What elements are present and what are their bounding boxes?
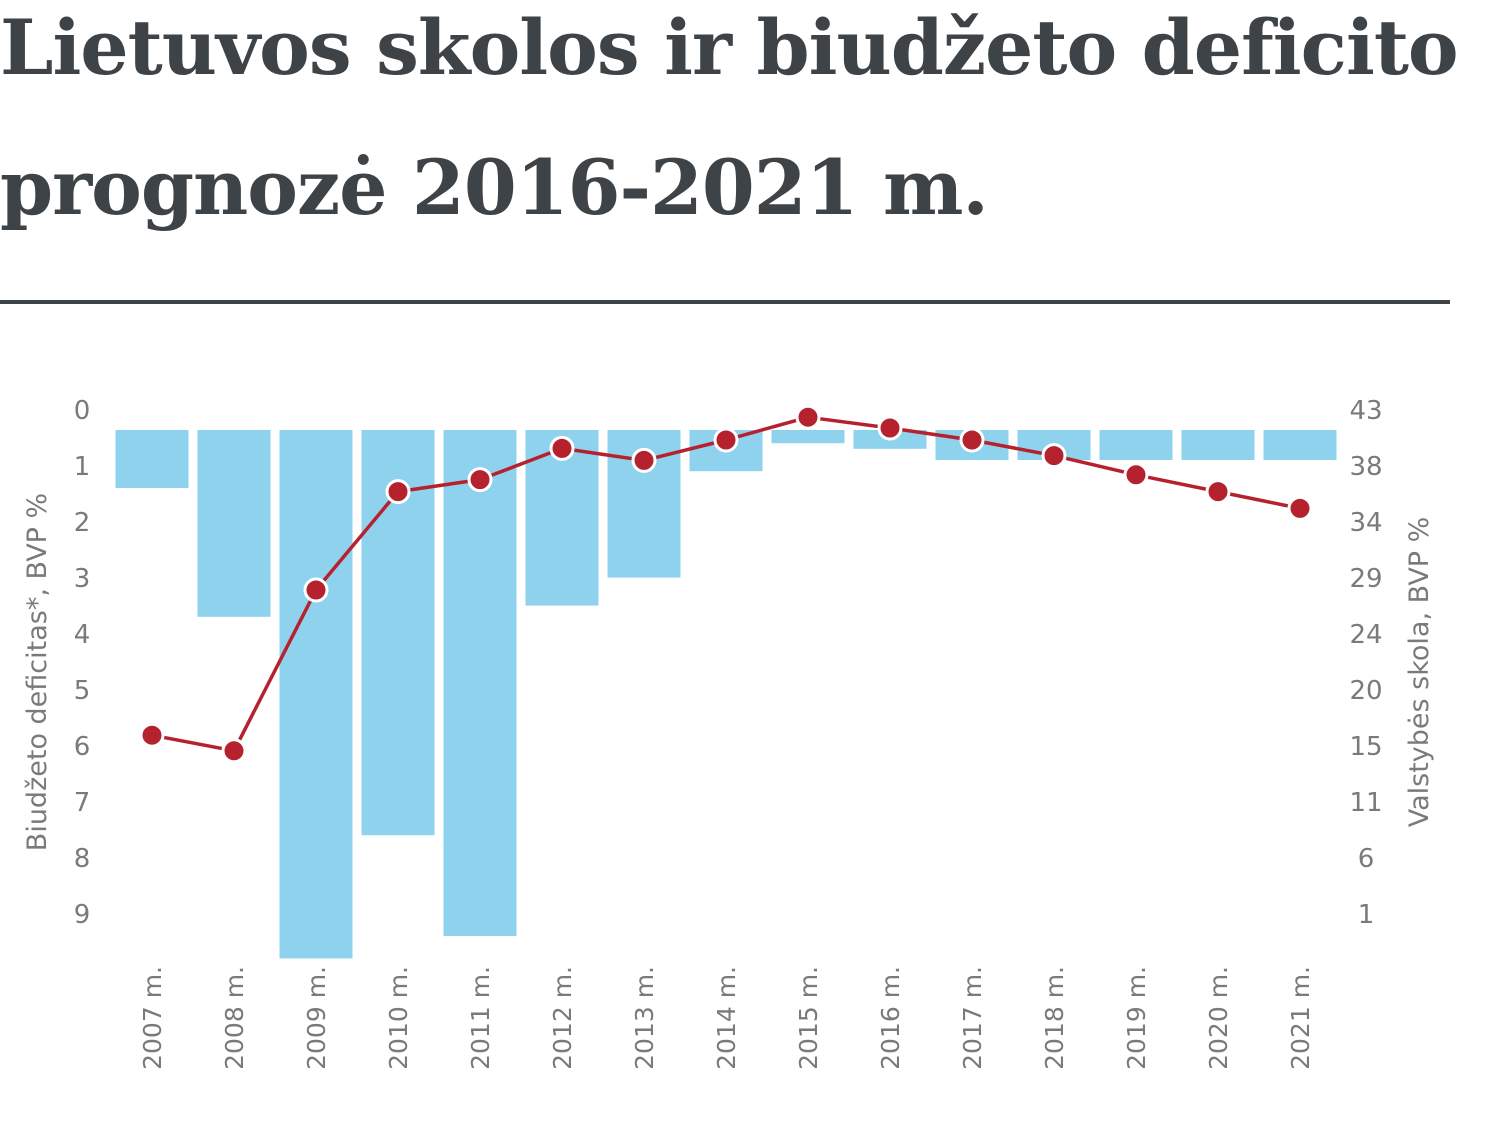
x-axis-ticks: 2007 m. 2008 m. 2009 m. 2010 m. 2011 m. 2012 … (138, 966, 1315, 1070)
deficit-bar (115, 430, 189, 488)
right-tick-label: 43 (1349, 396, 1382, 426)
right-tick-label: 11 (1349, 788, 1382, 818)
x-tick-label: 2020 m. (1204, 966, 1233, 1070)
debt-point (631, 447, 657, 473)
left-tick-label: 8 (74, 844, 91, 874)
debt-point (1205, 479, 1231, 505)
right-tick-label: 34 (1349, 508, 1382, 538)
deficit-bar (197, 430, 271, 617)
x-tick-label: 2016 m. (876, 966, 905, 1070)
debt-point (385, 479, 411, 505)
right-tick-label: 20 (1349, 676, 1382, 706)
right-tick-label: 6 (1358, 844, 1375, 874)
debt-point (1123, 462, 1149, 488)
debt-point (959, 427, 985, 453)
x-tick-label: 2018 m. (1040, 966, 1069, 1070)
right-axis-ticks: 43 38 34 29 24 20 15 11 6 1 (1349, 396, 1382, 930)
x-tick-label: 2015 m. (794, 966, 823, 1070)
deficit-bars (115, 430, 1337, 959)
x-tick-label: 2011 m. (466, 966, 495, 1070)
x-tick-label: 2013 m. (630, 966, 659, 1070)
title-line-2: prognozė 2016-2021 m. (0, 143, 989, 232)
debt-point (549, 435, 575, 461)
x-tick-label: 2014 m. (712, 966, 741, 1070)
right-tick-label: 1 (1358, 900, 1375, 930)
x-tick-label: 2007 m. (138, 966, 167, 1070)
deficit-bar (279, 430, 353, 959)
debt-point (1041, 443, 1067, 469)
left-tick-label: 7 (74, 788, 91, 818)
debt-point (795, 404, 821, 430)
debt-point (713, 427, 739, 453)
debt-point (467, 467, 493, 493)
x-tick-label: 2021 m. (1286, 966, 1315, 1070)
deficit-bar (443, 430, 517, 936)
x-tick-label: 2008 m. (220, 966, 249, 1070)
left-tick-label: 9 (74, 900, 91, 930)
deficit-bar (1181, 430, 1255, 460)
left-tick-label: 4 (74, 620, 91, 650)
left-tick-label: 6 (74, 732, 91, 762)
debt-point (221, 738, 247, 764)
left-tick-label: 2 (74, 508, 91, 538)
left-axis-ticks: 0 1 2 3 4 5 6 7 8 9 (74, 396, 91, 930)
x-tick-label: 2012 m. (548, 966, 577, 1070)
right-tick-label: 38 (1349, 452, 1382, 482)
debt-point (1287, 495, 1313, 521)
right-tick-label: 24 (1349, 620, 1382, 650)
x-tick-label: 2009 m. (302, 966, 331, 1070)
title-divider (0, 300, 1450, 304)
title-line-1: Lietuvos skolos ir biudžeto deficito (0, 3, 1459, 92)
deficit-bar (1263, 430, 1337, 460)
x-tick-label: 2010 m. (384, 966, 413, 1070)
right-axis-label: Valstybės skola, BVP % (1404, 517, 1435, 828)
x-tick-label: 2017 m. (958, 966, 987, 1070)
deficit-bar (771, 430, 845, 444)
left-tick-label: 3 (74, 564, 91, 594)
left-axis-label: Biudžeto deficitas*, BVP % (22, 493, 53, 851)
left-tick-label: 0 (74, 396, 91, 426)
left-tick-label: 1 (74, 452, 91, 482)
debt-point (303, 577, 329, 603)
deficit-bar (1099, 430, 1173, 460)
right-tick-label: 29 (1349, 564, 1382, 594)
debt-point (877, 415, 903, 441)
right-tick-label: 15 (1349, 732, 1382, 762)
left-tick-label: 5 (74, 676, 91, 706)
debt-line (139, 404, 1313, 764)
x-tick-label: 2019 m. (1122, 966, 1151, 1070)
debt-point (139, 722, 165, 748)
